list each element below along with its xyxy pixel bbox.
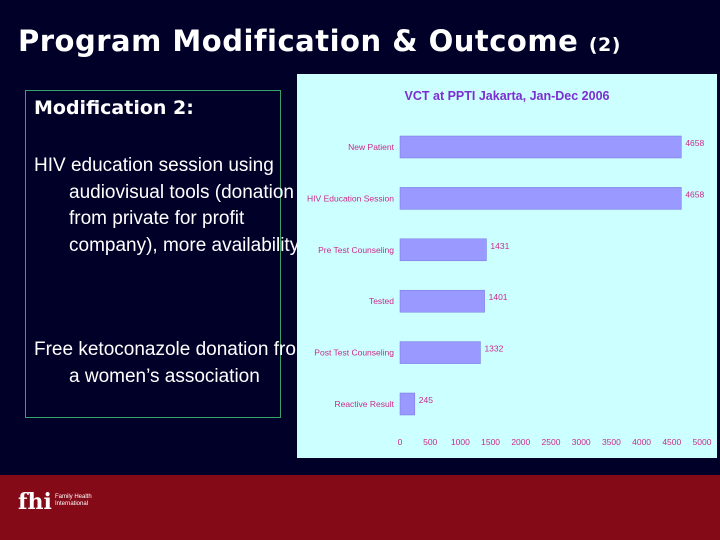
category-label-4: Post Test Counseling bbox=[314, 348, 394, 358]
x-tick-label-1: 500 bbox=[423, 437, 437, 447]
x-tick-label-4: 2000 bbox=[511, 437, 530, 447]
category-label-5: Reactive Result bbox=[334, 399, 394, 409]
data-label-0: 4658 bbox=[685, 138, 704, 148]
bar-3 bbox=[399, 289, 485, 313]
logo-text-line-1: Family Health bbox=[55, 494, 92, 500]
category-label-2: Pre Test Counseling bbox=[318, 245, 394, 255]
logo-text-line-2: International bbox=[55, 501, 89, 507]
x-tick-label-10: 5000 bbox=[693, 437, 712, 447]
paragraph-hiv-education: HIV education session using audiovisual … bbox=[34, 155, 300, 256]
category-label-1: HIV Education Session bbox=[307, 193, 394, 203]
bar-2 bbox=[399, 238, 487, 262]
category-label-0: New Patient bbox=[348, 142, 394, 152]
x-tick-label-7: 3500 bbox=[602, 437, 621, 447]
data-label-1: 4658 bbox=[685, 189, 704, 199]
footer-bar: fhi Family Health International bbox=[0, 475, 720, 540]
fhi-logo: fhi bbox=[18, 489, 52, 515]
data-label-4: 1332 bbox=[484, 344, 503, 354]
fhi-logo-text: Family Health International bbox=[55, 494, 95, 508]
vct-bar-chart: VCT at PPTI Jakarta, Jan-Dec 2006 New Pat… bbox=[307, 89, 712, 447]
modification-heading: Modification 2: bbox=[34, 97, 194, 119]
x-tick-label-3: 1500 bbox=[481, 437, 500, 447]
chart-panel: VCT at PPTI Jakarta, Jan-Dec 2006 New Pat… bbox=[297, 74, 717, 458]
x-tick-label-0: 0 bbox=[398, 437, 403, 447]
modification-text-box: Modification 2: HIV education session us… bbox=[25, 90, 312, 418]
x-tick-label-6: 3000 bbox=[572, 437, 591, 447]
x-tick-label-9: 4500 bbox=[662, 437, 681, 447]
x-tick-label-5: 2500 bbox=[542, 437, 561, 447]
x-tick-label-8: 4000 bbox=[632, 437, 651, 447]
data-label-5: 245 bbox=[419, 395, 433, 405]
bar-1 bbox=[399, 187, 682, 210]
data-label-2: 1431 bbox=[490, 241, 509, 251]
bar-4 bbox=[399, 341, 481, 364]
category-label-3: Tested bbox=[369, 296, 394, 306]
slide-title-main: Program Modification & Outcome bbox=[18, 24, 579, 58]
slide-title: Program Modification & Outcome (2) bbox=[18, 24, 621, 58]
x-tick-label-2: 1000 bbox=[451, 437, 470, 447]
bar-0 bbox=[399, 135, 682, 159]
data-label-3: 1401 bbox=[489, 292, 508, 302]
chart-title: VCT at PPTI Jakarta, Jan-Dec 2006 bbox=[405, 89, 610, 103]
paragraph-ketoconazole: Free ketoconazole donation from a women’… bbox=[34, 339, 312, 387]
bar-5 bbox=[399, 392, 416, 416]
slide-title-suffix: (2) bbox=[588, 34, 621, 56]
